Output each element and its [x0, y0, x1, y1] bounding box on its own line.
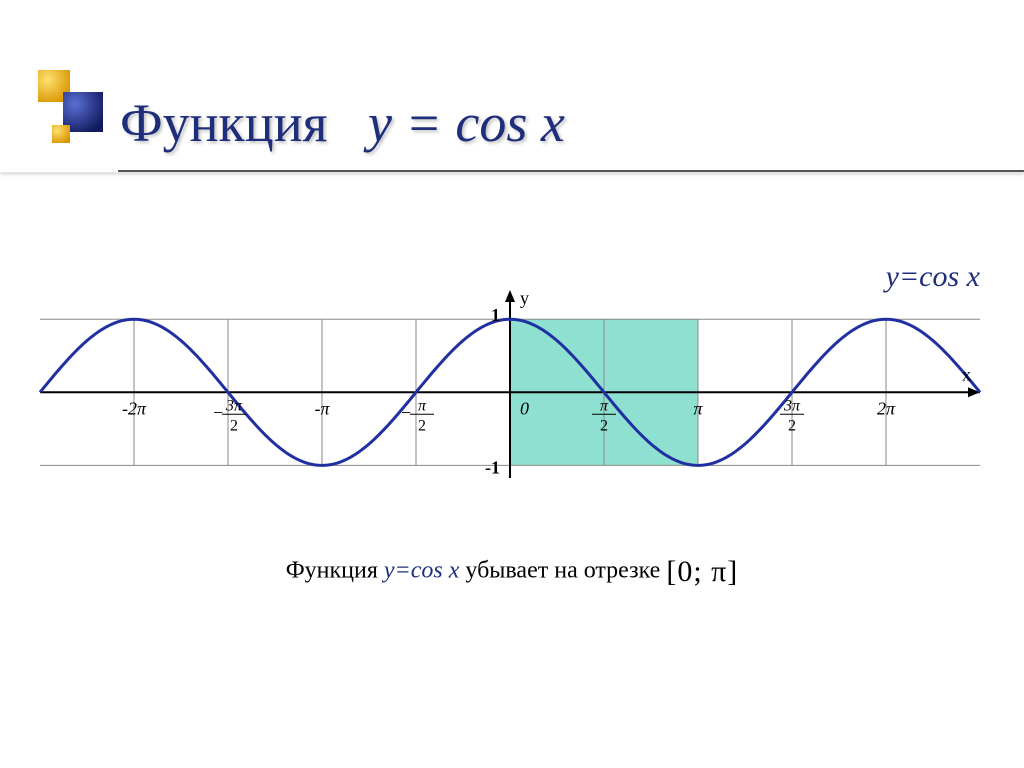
caption-t1: Функция — [286, 558, 384, 584]
title-func-eq: = — [392, 93, 455, 153]
title-func-cos: cos x — [455, 93, 564, 153]
svg-text:−: − — [400, 402, 412, 422]
caption-interval: [0; π] — [666, 555, 738, 588]
svg-text:2: 2 — [788, 417, 796, 434]
title-underline-gap — [0, 170, 118, 172]
corner-decoration — [28, 70, 108, 160]
xtick-label: -2π — [122, 398, 147, 418]
y-axis-arrow — [505, 290, 515, 302]
xtick-fraction: −π 2 — [400, 397, 434, 434]
title-underline — [0, 170, 1024, 172]
cosine-chart: y=cos x -2π−3π2-π−π20π2π3π22π1-1xy — [30, 290, 990, 480]
function-label: y=cos x — [886, 260, 980, 294]
svg-text:2: 2 — [230, 417, 238, 434]
xtick-label: 0 — [520, 398, 529, 418]
svg-text:−: − — [212, 402, 224, 422]
xtick-label: π — [693, 398, 703, 418]
ytick-label: 1 — [491, 305, 500, 325]
xtick-label: -π — [314, 398, 330, 418]
x-axis-label: x — [962, 364, 971, 384]
decoration-svg — [28, 70, 108, 160]
ytick-label: -1 — [485, 457, 500, 477]
caption-t2: убывает на отрезке — [465, 558, 666, 584]
caption: Функция y=cos x убывает на отрезке [0; π… — [0, 555, 1024, 589]
chart-svg: -2π−3π2-π−π20π2π3π22π1-1xy — [30, 290, 990, 480]
title-word: Функция — [120, 93, 327, 153]
xtick-label: 2π — [877, 398, 896, 418]
y-axis-label: y — [520, 290, 529, 308]
caption-func: y=cos x — [384, 558, 460, 584]
svg-text:π: π — [600, 397, 609, 414]
svg-text:π: π — [418, 397, 427, 414]
xtick-fraction: −3π 2 — [212, 397, 246, 434]
page-title: Функция y = cos x — [120, 92, 1024, 154]
slide: { "title": { "word": "Функция", "func_y"… — [0, 0, 1024, 768]
svg-text:3π: 3π — [225, 397, 243, 414]
title-func-y: y — [368, 93, 392, 153]
svg-text:2: 2 — [418, 417, 426, 434]
svg-text:3π: 3π — [783, 397, 801, 414]
svg-text:2: 2 — [600, 417, 608, 434]
title-block: Функция y = cos x — [120, 92, 1024, 154]
